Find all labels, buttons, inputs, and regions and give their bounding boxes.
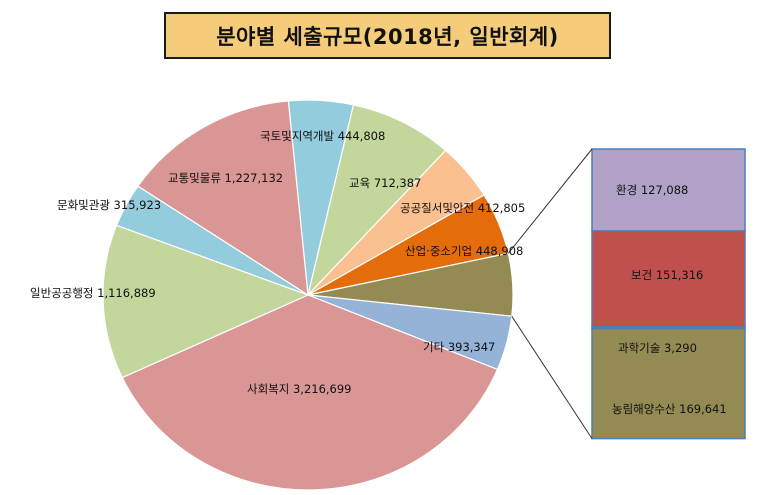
label-transport: 교통및물류 1,227,132 — [168, 171, 283, 185]
label-education: 교육 712,387 — [349, 176, 421, 190]
label-health: 보건 151,316 — [631, 268, 703, 282]
label-general-admin: 일반공공행정 1,116,889 — [30, 286, 156, 300]
connector-line-bottom — [511, 315, 593, 439]
label-public-order: 공공질서및안전 412,805 — [400, 201, 525, 215]
label-other: 기타 393,347 — [423, 340, 495, 354]
label-culture-tourism: 문화및관광 315,923 — [57, 198, 161, 212]
chart-title: 분야별 세출규모(2018년, 일반회계) — [164, 12, 611, 59]
label-science: 과학기술 3,290 — [618, 341, 697, 355]
label-social-welfare: 사회복지 3,216,699 — [247, 382, 352, 396]
connector-line-top — [507, 148, 593, 254]
label-industry: 산업·중소기업 448,908 — [405, 244, 523, 258]
label-agriculture: 농림해양수산 169,641 — [612, 402, 727, 416]
pie-slice-6 — [121, 294, 499, 491]
pie-slice-9 — [137, 100, 309, 297]
label-national-land: 국토및지역개발 444,808 — [260, 129, 385, 143]
breakout-segment-3 — [591, 327, 746, 440]
pie-slice-7 — [102, 224, 310, 379]
label-environment: 환경 127,088 — [616, 183, 688, 197]
pie-slice-1 — [306, 104, 447, 298]
